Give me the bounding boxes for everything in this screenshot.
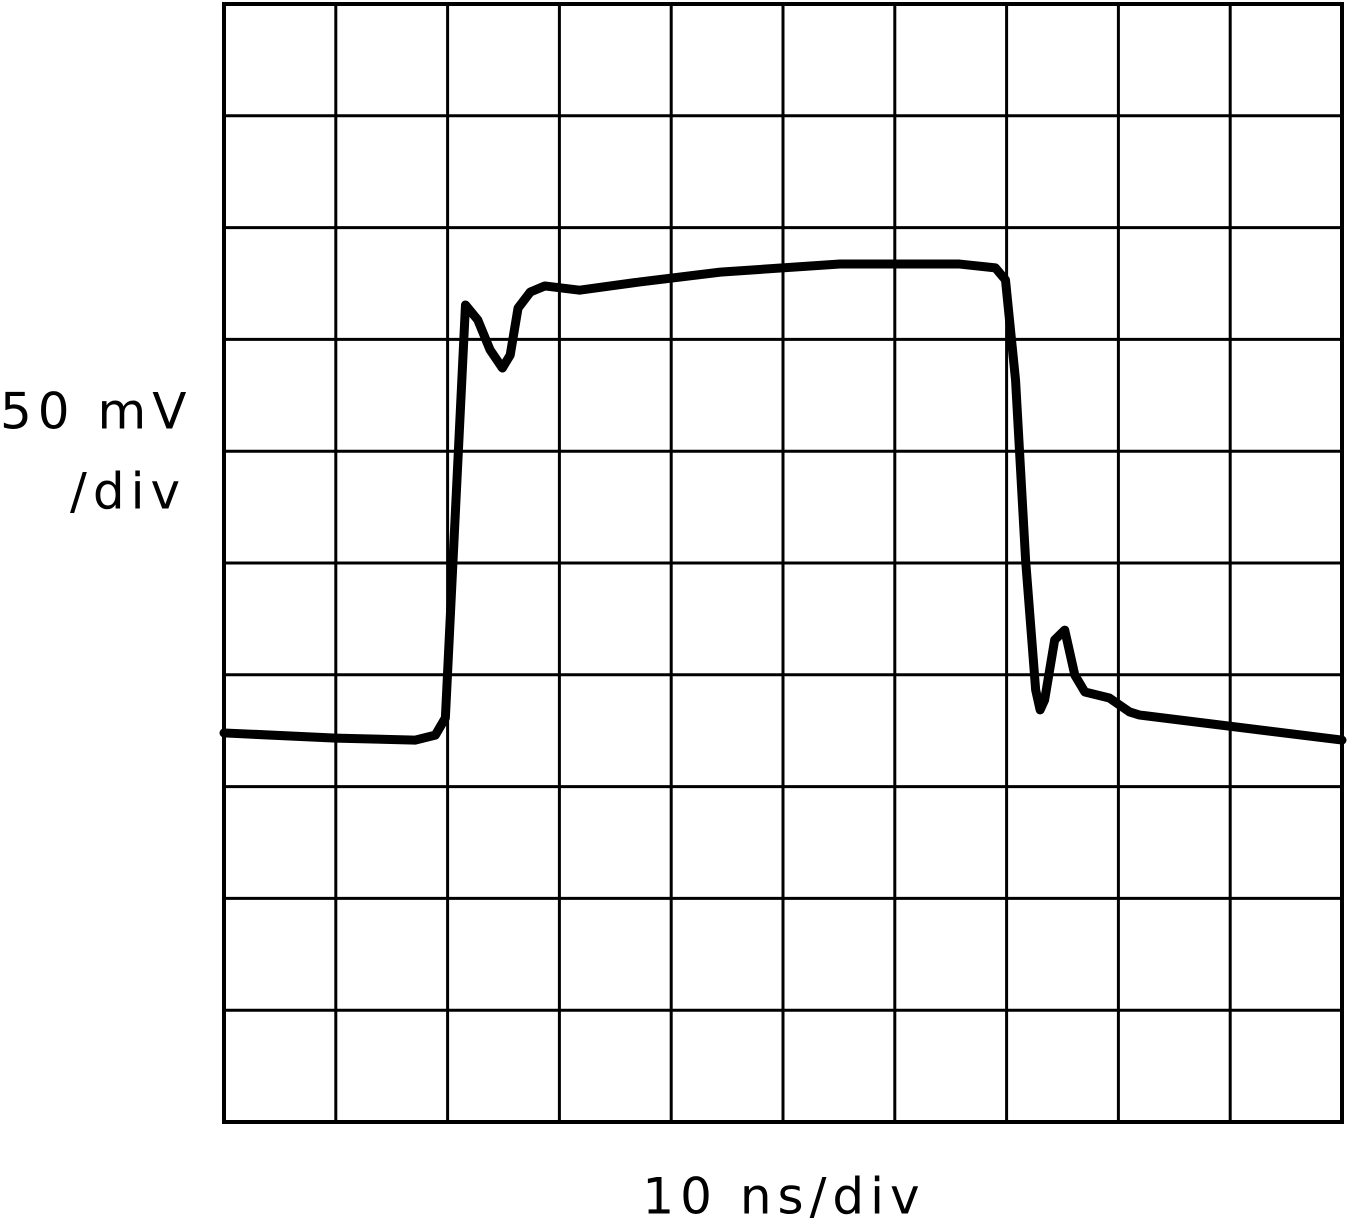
waveform [219,259,1347,745]
x-axis-label: 10 ns/div [642,1168,925,1226]
y-axis-label: /div [70,463,186,521]
plot-border [222,2,1344,1124]
y-axis-label: 50 mV [0,383,192,441]
